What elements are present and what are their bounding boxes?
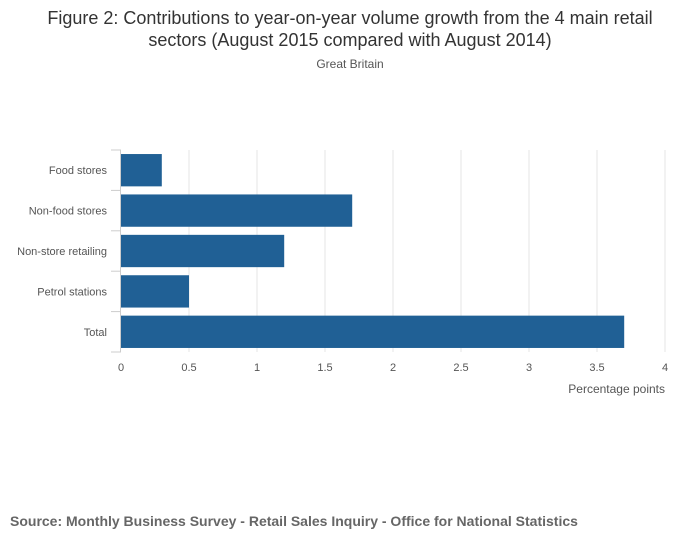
x-tick-label: 0.5 bbox=[181, 362, 196, 374]
chart-subtitle: Great Britain bbox=[316, 57, 384, 71]
category-label: Food stores bbox=[49, 165, 108, 177]
x-tick-label: 2.5 bbox=[453, 362, 468, 374]
bar-non-food-stores bbox=[121, 194, 353, 227]
source-note: Source: Monthly Business Survey - Retail… bbox=[10, 513, 578, 529]
axes bbox=[111, 149, 121, 353]
x-tick-label: 3 bbox=[526, 362, 532, 374]
bar-food-stores bbox=[121, 154, 162, 187]
bars bbox=[121, 154, 625, 348]
x-tick-label: 2 bbox=[390, 362, 396, 374]
category-label: Non-store retailing bbox=[17, 246, 107, 258]
x-tick-label: 1.5 bbox=[317, 362, 332, 374]
category-label: Non-food stores bbox=[29, 206, 108, 218]
category-label: Petrol stations bbox=[37, 286, 107, 298]
x-tick-label: 4 bbox=[662, 362, 668, 374]
x-axis-title: Percentage points bbox=[568, 382, 665, 396]
category-label: Total bbox=[84, 327, 107, 339]
chart-title: Figure 2: Contributions to year-on-year … bbox=[47, 8, 653, 50]
labels: 0 0.5 1 1.5 2 2.5 3 3.5 4 Food stores Non-food sto… bbox=[17, 165, 668, 396]
bar-petrol-stations bbox=[121, 275, 189, 308]
x-tick-label: 3.5 bbox=[589, 362, 604, 374]
x-tick-label: 1 bbox=[254, 362, 260, 374]
x-tick-label: 0 bbox=[118, 362, 124, 374]
bar-non-store-retailing bbox=[121, 234, 285, 268]
bar-total bbox=[121, 315, 625, 348]
